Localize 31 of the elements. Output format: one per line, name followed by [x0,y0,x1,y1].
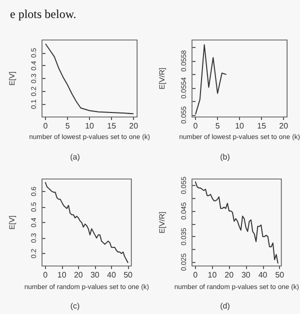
x-tick-label: 0 [193,122,198,130]
x-tick-label: 5 [65,122,70,130]
x-tick-label: 40 [258,270,268,280]
x-tick-label: 10 [235,122,245,130]
line-series [194,181,278,264]
x-tick-label: 0 [43,122,48,130]
x-tick-label: 30 [241,270,251,280]
x-tick-label: 0 [193,270,198,280]
x-tick-label: 20 [74,270,84,280]
line-series [44,182,129,264]
x-tick-label: 15 [107,122,117,130]
x-tick-label: 20 [224,270,234,280]
text: e plots below. [10,7,76,21]
x-tick-label: 0 [43,270,48,280]
text: (c) [70,302,80,310]
line-series [45,43,134,114]
x-tick-label: 50 [275,270,285,280]
x-tick-label: 20 [129,122,139,130]
x-tick-label: 20 [279,122,289,130]
x-tick-label: 15 [257,122,267,130]
x-tick-label: 10 [57,270,67,280]
text: (a) [70,152,80,162]
x-tick-label: 10 [208,270,218,280]
x-tick-label: 10 [85,122,95,130]
x-tick-label: 50 [124,270,134,280]
text: (d) [220,302,230,310]
x-tick-label: 40 [107,270,116,280]
text: (b) [220,152,230,162]
x-tick-label: 5 [215,122,220,130]
line-series [195,44,227,115]
x-tick-label: 30 [90,270,100,280]
